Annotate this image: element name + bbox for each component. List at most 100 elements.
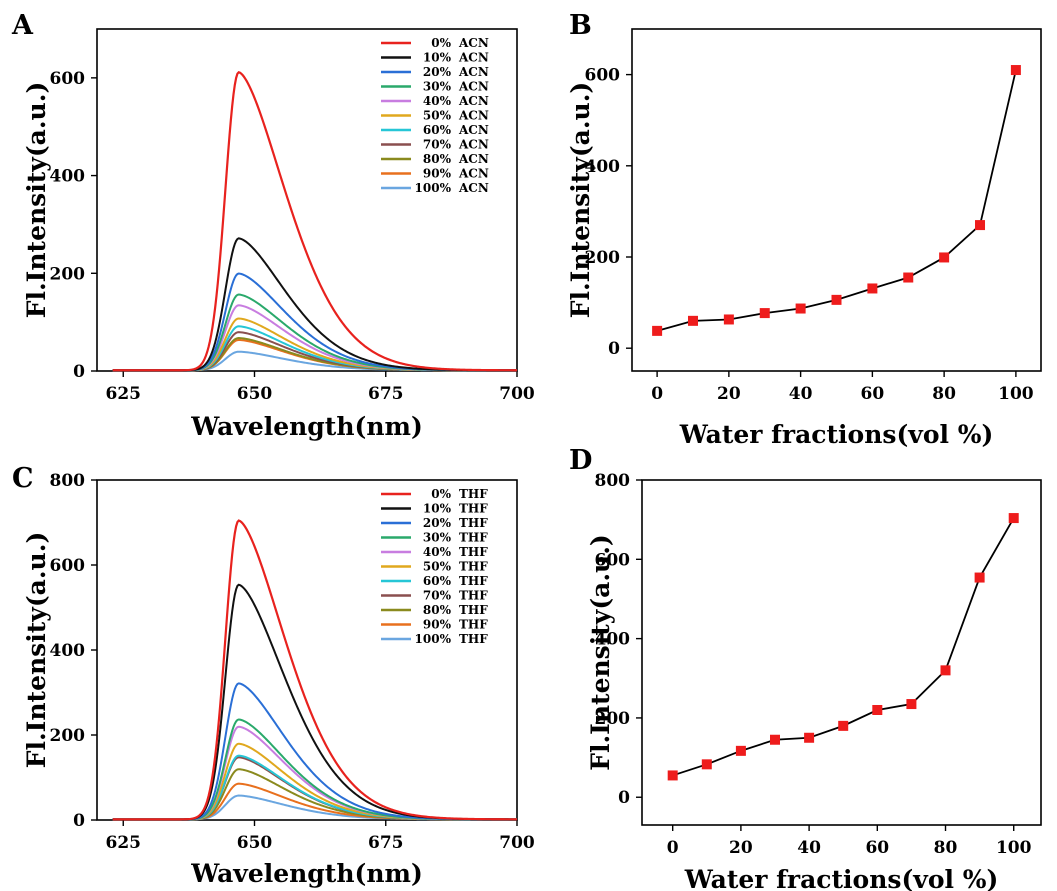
x-tick-label: 675 — [368, 833, 404, 853]
y-tick-label: 600 — [585, 66, 621, 86]
x-tick-label: 675 — [368, 384, 404, 404]
legend-label: 0% — [431, 487, 451, 501]
y-tick-label: 200 — [50, 726, 86, 746]
legend-label: 0% — [431, 36, 451, 50]
legend-label: 20% — [423, 65, 452, 79]
legend-label: 30% — [423, 80, 452, 94]
x-tick-label: 650 — [237, 833, 273, 853]
x-axis-title: Wavelength(nm) — [190, 859, 423, 888]
spectrum-line — [112, 583, 517, 821]
legend-label: 70% — [423, 589, 452, 603]
legend-label: 70% — [423, 138, 452, 152]
data-point — [939, 252, 950, 263]
y-axis-title: Fl.Intensity(a.u.) — [22, 532, 51, 769]
x-tick-label: 40 — [789, 384, 813, 404]
y-tick-label: 400 — [585, 157, 621, 177]
legend-solvent: THF — [459, 560, 488, 574]
x-tick-label: 20 — [729, 838, 753, 858]
y-tick-label: 600 — [50, 69, 86, 89]
spectrum-line — [112, 237, 517, 372]
spectrum-line — [112, 519, 517, 821]
data-point — [667, 770, 678, 781]
data-point — [940, 665, 951, 676]
data-point — [831, 294, 842, 305]
panel-d: D 0 20 40 60 80 100 0 200 400 600 800 Water fraction… — [569, 445, 1042, 891]
plot-frame — [631, 28, 1042, 372]
x-tick-label: 0 — [651, 384, 663, 404]
y-axis-title: Fl.Intensity(a.u.) — [566, 82, 595, 319]
legend-label: 100% — [415, 181, 452, 195]
panel-c: C 625 650 675 700 0 200 400 600 800 Wavelength(nm)… — [12, 463, 535, 888]
y-tick-label: 200 — [595, 709, 631, 729]
data-point — [804, 732, 815, 743]
legend-solvent: ACN — [458, 181, 489, 195]
x-tick-label: 700 — [499, 384, 535, 404]
y-axis-title: Fl.Intensity(a.u.) — [22, 82, 51, 319]
x-tick-label: 100 — [996, 838, 1032, 858]
data-point — [1010, 65, 1021, 76]
legend-solvent: ACN — [458, 65, 489, 79]
legend-solvent: THF — [459, 618, 488, 632]
spectrum-line — [112, 725, 517, 821]
legend-label: 10% — [423, 502, 452, 516]
legend-solvent: THF — [459, 574, 488, 588]
x-tick-label: 60 — [861, 384, 885, 404]
y-tick-label: 200 — [585, 248, 621, 268]
x-tick-label: 0 — [667, 838, 679, 858]
data-point — [652, 325, 663, 336]
legend-solvent: ACN — [458, 36, 489, 50]
data-point — [735, 745, 746, 756]
y-tick-label: 600 — [595, 550, 631, 570]
legend-solvent: THF — [459, 531, 488, 545]
legend-label: 50% — [423, 560, 452, 574]
panel-a: A 625 650 675 700 0 200 400 600 Wavelength(nm) Fl.… — [11, 10, 535, 441]
data-line — [656, 69, 1017, 332]
plot-frame — [641, 479, 1042, 826]
x-tick-label: 700 — [499, 833, 535, 853]
y-axis-title: Fl.Intensity(a.u.) — [586, 534, 615, 771]
legend-label: 100% — [415, 632, 452, 646]
legend-solvent: ACN — [458, 167, 489, 181]
x-axis-title: Water fractions(vol %) — [679, 420, 994, 449]
legend-label: 40% — [423, 94, 452, 108]
y-tick-label: 0 — [608, 339, 620, 359]
x-tick-label: 650 — [237, 384, 273, 404]
data-point — [872, 705, 883, 715]
data-point — [759, 308, 770, 319]
legend-solvent: ACN — [458, 109, 489, 123]
data-point — [687, 315, 698, 326]
legend-label: 30% — [423, 531, 452, 545]
y-tick-label: 800 — [50, 471, 86, 491]
data-line — [672, 517, 1015, 777]
x-tick-label: 100 — [998, 384, 1034, 404]
x-tick-label: 625 — [106, 384, 142, 404]
x-tick-label: 80 — [934, 838, 958, 858]
panel-letter-c: C — [12, 463, 34, 494]
x-axis-title: Wavelength(nm) — [190, 412, 423, 441]
data-point — [975, 220, 986, 231]
legend-label: 80% — [423, 152, 452, 166]
legend-label: 60% — [423, 574, 452, 588]
panel-letter-b: B — [569, 10, 592, 41]
y-tick-label: 400 — [595, 630, 631, 650]
y-tick-label: 0 — [73, 362, 85, 382]
y-tick-label: 200 — [50, 264, 86, 284]
legend-solvent: ACN — [458, 152, 489, 166]
legend-label: 80% — [423, 603, 452, 617]
legend-label: 40% — [423, 545, 452, 559]
legend-solvent: THF — [459, 603, 488, 617]
legend-solvent: ACN — [458, 80, 489, 94]
panel-letter-a: A — [11, 10, 34, 41]
data-point — [906, 699, 917, 710]
legend-solvent: THF — [459, 516, 488, 530]
y-tick-label: 400 — [50, 641, 86, 661]
x-tick-label: 20 — [717, 384, 741, 404]
y-tick-label: 600 — [50, 556, 86, 576]
legend-label: 50% — [423, 109, 452, 123]
x-tick-label: 60 — [865, 838, 889, 858]
legend-solvent: THF — [459, 545, 488, 559]
spectrum-line — [112, 718, 517, 821]
legend-solvent: ACN — [458, 138, 489, 152]
x-axis-title: Water fractions(vol %) — [684, 865, 999, 891]
panel-letter-d: D — [569, 445, 592, 476]
